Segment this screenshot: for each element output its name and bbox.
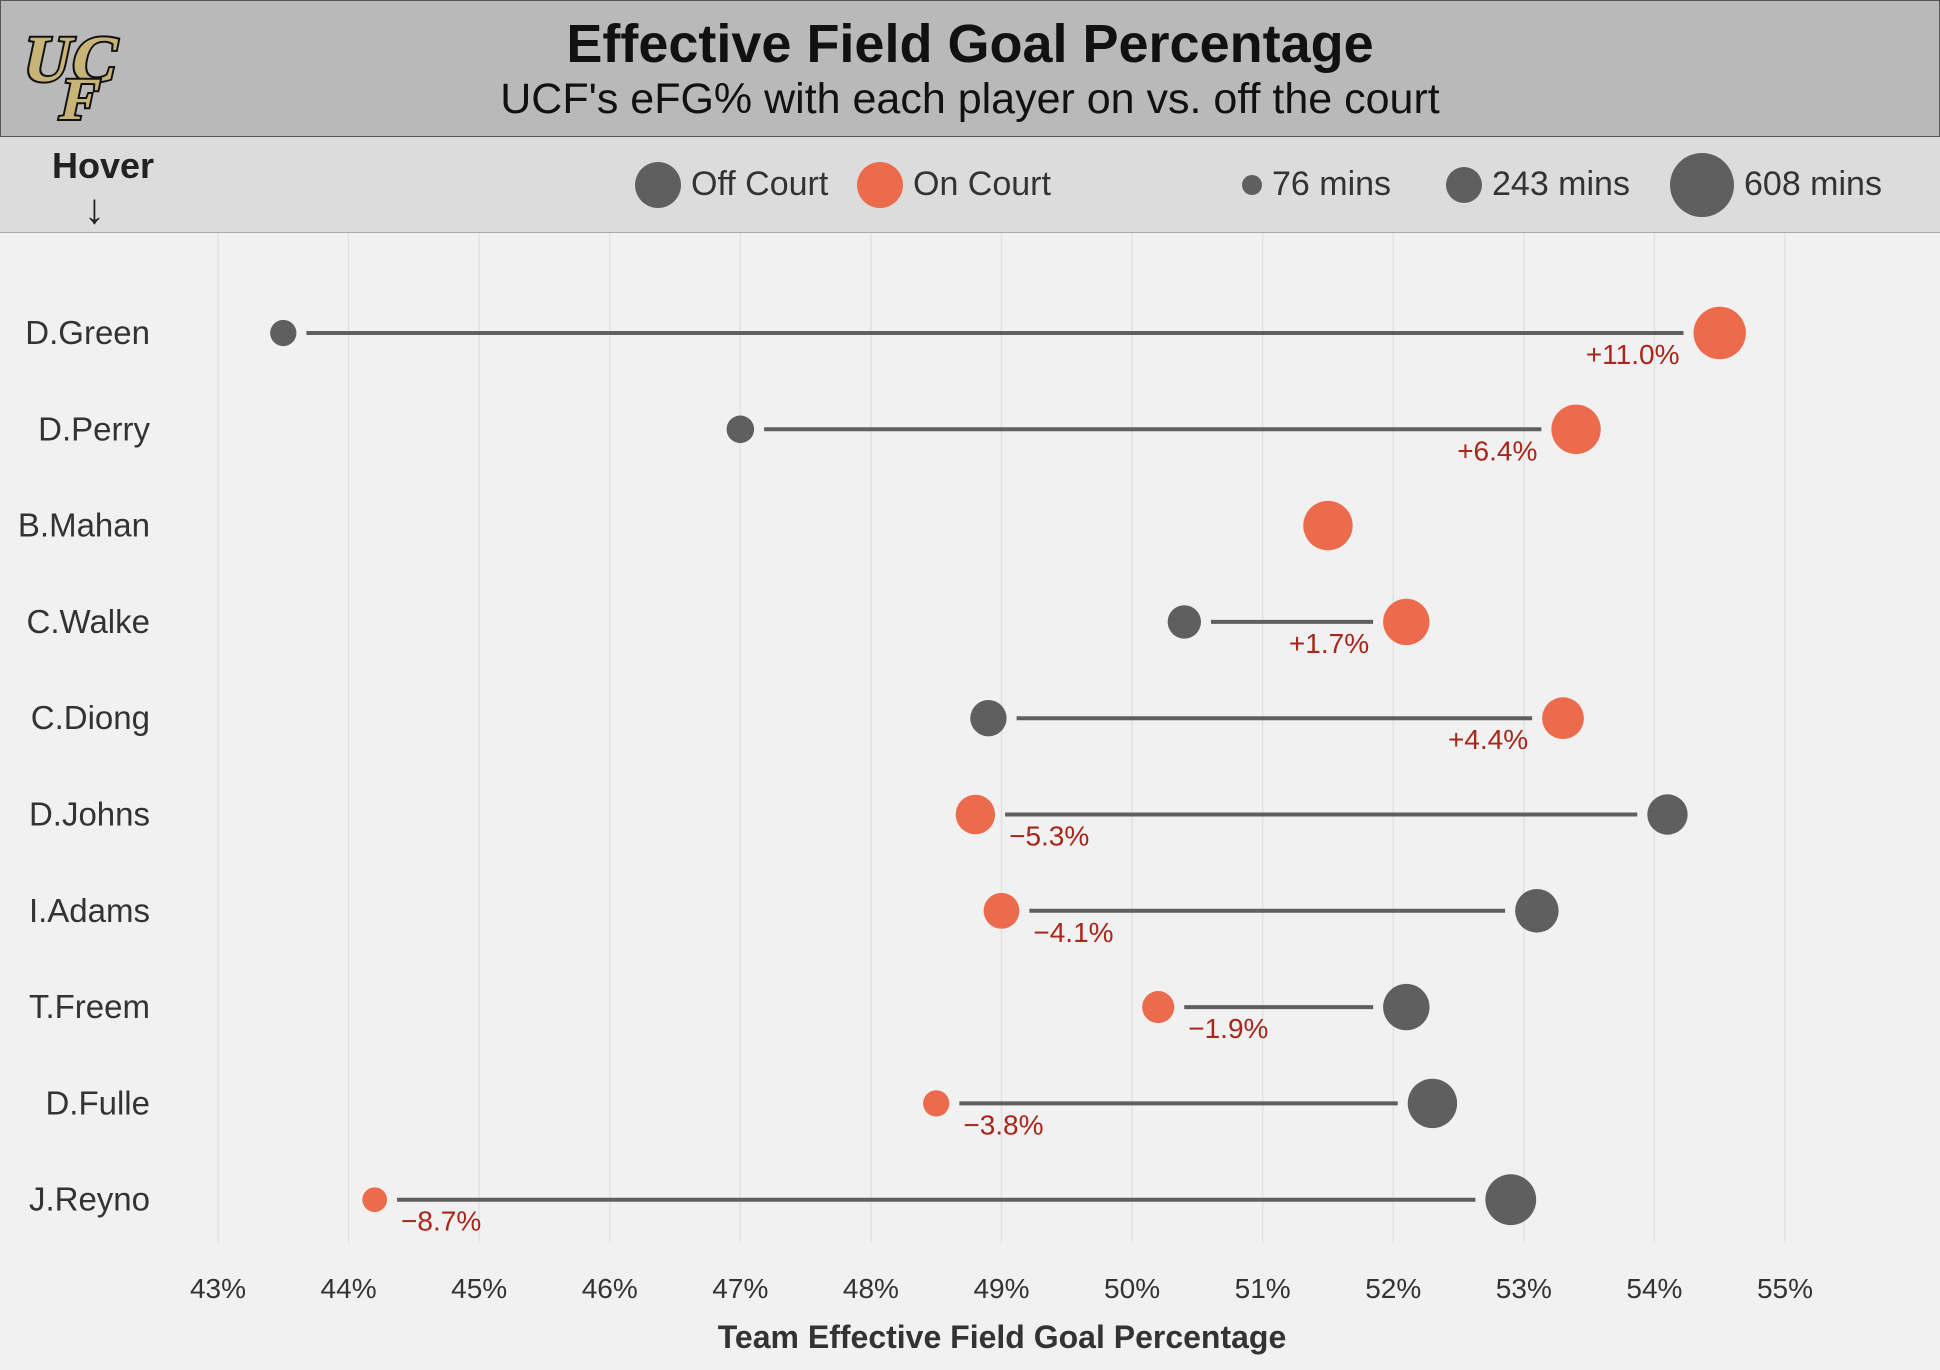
player-label: D.Fulle (45, 1084, 150, 1121)
player-label: D.Green (25, 314, 150, 351)
on-court-point (983, 892, 1020, 929)
on-court-point (362, 1187, 388, 1213)
dumbbell-chart: 43% 44% 45% 46% 47% 48% 49% 50% 51% 52% 53% 54% 55% T… (18, 233, 1813, 1355)
off-court-point (1407, 1078, 1458, 1129)
ucf-logo: UC F (15, 22, 130, 127)
legend-size-243-label: 243 mins (1492, 165, 1630, 203)
difference-label: −4.1% (1033, 917, 1113, 948)
difference-label: −8.7% (401, 1206, 481, 1237)
x-tick-label: 52% (1365, 1273, 1421, 1304)
x-tick-label: 49% (973, 1273, 1029, 1304)
x-tick-label: 50% (1104, 1273, 1160, 1304)
chart-subtitle: UCF's eFG% with each player on vs. off t… (500, 75, 1440, 123)
x-tick-label: 45% (451, 1273, 507, 1304)
off-court-point (1383, 983, 1430, 1031)
off-court-dot-icon (635, 161, 681, 208)
off-court-point (970, 700, 1007, 737)
difference-label: −3.8% (963, 1109, 1043, 1140)
difference-label: +1.7% (1289, 628, 1369, 659)
player-label: C.Diong (31, 699, 150, 736)
x-tick-label: 53% (1496, 1273, 1552, 1304)
chart-header: UC F Effective Field Goal Percentage UCF… (0, 0, 1940, 137)
x-tick-label: 54% (1626, 1273, 1682, 1304)
on-court-point (1693, 306, 1746, 360)
off-court-point (270, 319, 297, 347)
x-tick-label: 46% (582, 1273, 638, 1304)
off-court-point (1167, 605, 1202, 639)
off-court-point (726, 415, 755, 444)
x-tick-label: 47% (712, 1273, 768, 1304)
legend-size-608-label: 608 mins (1744, 165, 1882, 203)
off-court-point (1485, 1174, 1537, 1226)
x-tick-label: 44% (321, 1273, 377, 1304)
legend-size-76-label: 76 mins (1272, 165, 1392, 203)
size-medium-dot-icon (1446, 166, 1482, 203)
on-court-point (1551, 404, 1601, 454)
legend-size-76: 76 mins (1242, 137, 1391, 232)
off-court-point (1647, 794, 1688, 835)
legend-on-court-label: On Court (913, 165, 1051, 203)
player-label: I.Adams (29, 892, 150, 929)
x-tick-label: 55% (1757, 1273, 1813, 1304)
legend-on-court[interactable]: On Court (857, 137, 1051, 232)
player-label: J.Reyno (29, 1181, 150, 1218)
on-court-point (1303, 500, 1353, 551)
legend-off-court[interactable]: Off Court (635, 137, 828, 232)
x-axis-title: Team Effective Field Goal Percentage (718, 1319, 1287, 1355)
x-tick-label: 48% (843, 1273, 899, 1304)
x-tick-label: 51% (1235, 1273, 1291, 1304)
on-court-point (1542, 697, 1584, 740)
legend-size-608: 608 mins (1670, 137, 1882, 232)
difference-label: −1.9% (1188, 1013, 1268, 1044)
size-small-dot-icon (1242, 174, 1262, 195)
player-label: B.Mahan (18, 507, 150, 544)
hover-label[interactable]: Hover (52, 145, 155, 186)
x-tick-label: 43% (190, 1273, 246, 1304)
difference-label: +4.4% (1448, 724, 1528, 755)
player-label: D.Perry (38, 410, 150, 447)
svg-text:UC: UC (17, 24, 128, 96)
legend-off-court-label: Off Court (691, 165, 829, 203)
chart-title: Effective Field Goal Percentage (566, 14, 1374, 74)
on-court-point (955, 794, 996, 835)
difference-label: +11.0% (1586, 339, 1680, 370)
player-label: T.Freem (29, 988, 150, 1025)
on-court-dot-icon (857, 161, 903, 208)
on-court-point (1383, 598, 1430, 646)
off-court-point (1515, 889, 1559, 933)
difference-label: −5.3% (1009, 821, 1089, 852)
on-court-point (1142, 991, 1175, 1024)
difference-label: +6.4% (1457, 435, 1537, 466)
player-label: C.Walke (27, 603, 150, 640)
size-large-dot-icon (1670, 152, 1734, 217)
arrow-down-icon: ↓ (84, 185, 105, 232)
player-label: D.Johns (29, 796, 150, 833)
legend-size-243: 243 mins (1446, 137, 1630, 232)
on-court-point (923, 1090, 950, 1117)
legend-bar: Hover ↓ Off Court On Court 76 mins 243 m… (0, 137, 1940, 233)
